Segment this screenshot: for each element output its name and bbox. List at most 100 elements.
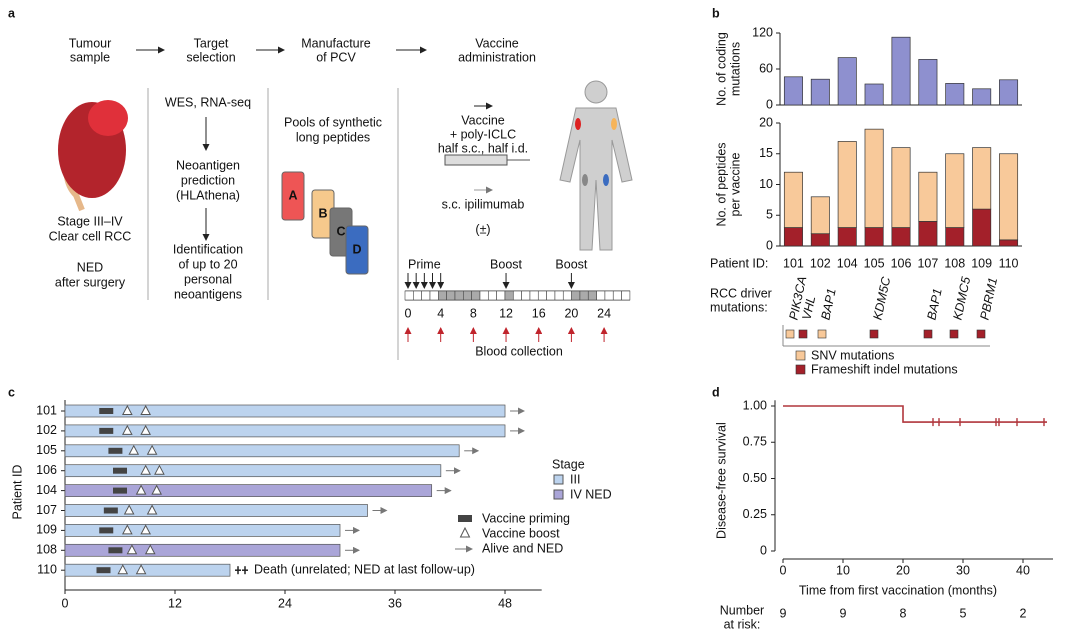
bar-segment — [891, 227, 911, 247]
panel-label: b — [712, 6, 720, 20]
vial-label: B — [318, 206, 327, 220]
bar — [64, 563, 231, 577]
y-axis-label: mutations — [728, 42, 742, 96]
priming-marker — [108, 447, 123, 454]
risk-label: at risk: — [724, 617, 761, 631]
bar — [972, 88, 992, 106]
x-tick-label: 36 — [388, 596, 402, 610]
week-label: 4 — [437, 306, 444, 320]
week-label: 20 — [564, 306, 578, 320]
driver-square — [869, 329, 879, 339]
timeline-cell — [579, 290, 589, 301]
bar-segment — [891, 147, 911, 228]
bar — [64, 444, 460, 458]
x-tick-label: 30 — [956, 563, 970, 577]
priming-marker — [99, 408, 114, 414]
boost-marker — [135, 564, 147, 575]
priming-marker — [108, 547, 123, 554]
timeline-cell — [421, 290, 431, 301]
y-tick-label: 106 — [36, 463, 57, 477]
caption: Blood collection — [475, 344, 563, 358]
diagnosis: Clear cell RCC — [49, 229, 132, 243]
legend-swatch — [795, 364, 806, 375]
bar — [783, 76, 803, 106]
priming-marker — [96, 567, 111, 574]
vaccine: Vaccine — [461, 113, 505, 127]
y-tick-label: 1.00 — [743, 398, 767, 412]
bar — [64, 424, 506, 438]
timeline-cell — [504, 290, 514, 301]
timeline-cell — [479, 290, 489, 301]
priming-marker — [113, 487, 128, 494]
vaccine: half s.c., half i.d. — [438, 141, 528, 155]
human — [559, 80, 633, 251]
x-tick-label: 20 — [896, 563, 910, 577]
bar — [64, 524, 341, 537]
y-tick-label: 108 — [36, 543, 57, 557]
priming-marker — [113, 467, 128, 474]
at-risk-value: 5 — [960, 606, 967, 620]
bar — [891, 36, 911, 106]
y-tick-label: 120 — [752, 25, 773, 39]
timeline-cell — [463, 290, 472, 301]
boost-marker — [126, 544, 138, 555]
x-tick-label: 0 — [62, 596, 69, 610]
vaccine: + poly-ICLC — [450, 127, 516, 141]
boost-marker — [140, 464, 152, 475]
step-title: selection — [186, 50, 235, 64]
x-tick-label: 107 — [917, 256, 938, 270]
driver-square — [817, 329, 827, 339]
site — [603, 174, 609, 186]
bar-segment — [810, 233, 830, 247]
bar — [64, 504, 368, 517]
boost-marker — [154, 464, 165, 475]
x-tick-label: 110 — [999, 256, 1019, 270]
timeline-cell — [546, 290, 556, 301]
step-title: of PCV — [316, 50, 356, 64]
week-label: 0 — [405, 306, 412, 320]
driver-square — [976, 329, 986, 339]
x-tick-label: 48 — [498, 596, 512, 610]
timeline-cell — [554, 290, 564, 301]
peptides: long peptides — [296, 130, 370, 144]
x-tick-label: 105 — [864, 256, 885, 270]
legend-title: Stage — [552, 457, 585, 471]
y-axis-label: No. of peptides — [714, 142, 728, 226]
boost-marker — [122, 424, 133, 435]
y-tick-label: 101 — [36, 403, 57, 417]
y-tick-label: 60 — [759, 61, 773, 75]
boost-marker — [128, 444, 140, 455]
vial — [281, 171, 305, 221]
bar — [945, 83, 965, 106]
y-axis-label: Patient ID — [10, 465, 24, 520]
x-tick-label: 24 — [278, 596, 292, 610]
vial-label: D — [352, 242, 361, 256]
x-axis-label: Patient ID: — [710, 256, 768, 270]
bar-segment — [837, 141, 857, 228]
boost-marker — [122, 524, 133, 535]
timeline-cell — [529, 290, 539, 301]
step-title: Manufacture — [301, 36, 371, 50]
bar — [999, 79, 1019, 106]
boost-marker — [135, 484, 147, 495]
timeline-cell — [404, 290, 414, 301]
timeline-cell — [537, 290, 547, 301]
at-risk-value: 9 — [780, 606, 787, 620]
driver-square — [949, 329, 959, 339]
panel-label: c — [8, 385, 15, 399]
site — [611, 118, 617, 130]
step-title: Vaccine — [475, 36, 519, 50]
x-tick-label: 102 — [810, 256, 831, 270]
identification: personal — [184, 272, 232, 286]
boost-marker — [146, 444, 158, 455]
priming-marker — [99, 427, 114, 434]
optional: (±) — [475, 222, 490, 236]
bar-segment — [864, 128, 884, 228]
bar — [64, 543, 341, 557]
bar-segment — [999, 153, 1019, 241]
body — [559, 107, 633, 251]
legend-priming — [458, 515, 472, 522]
priming-marker — [99, 527, 114, 534]
panel-a-art — [58, 46, 633, 360]
identification: neoantigens — [174, 287, 242, 301]
